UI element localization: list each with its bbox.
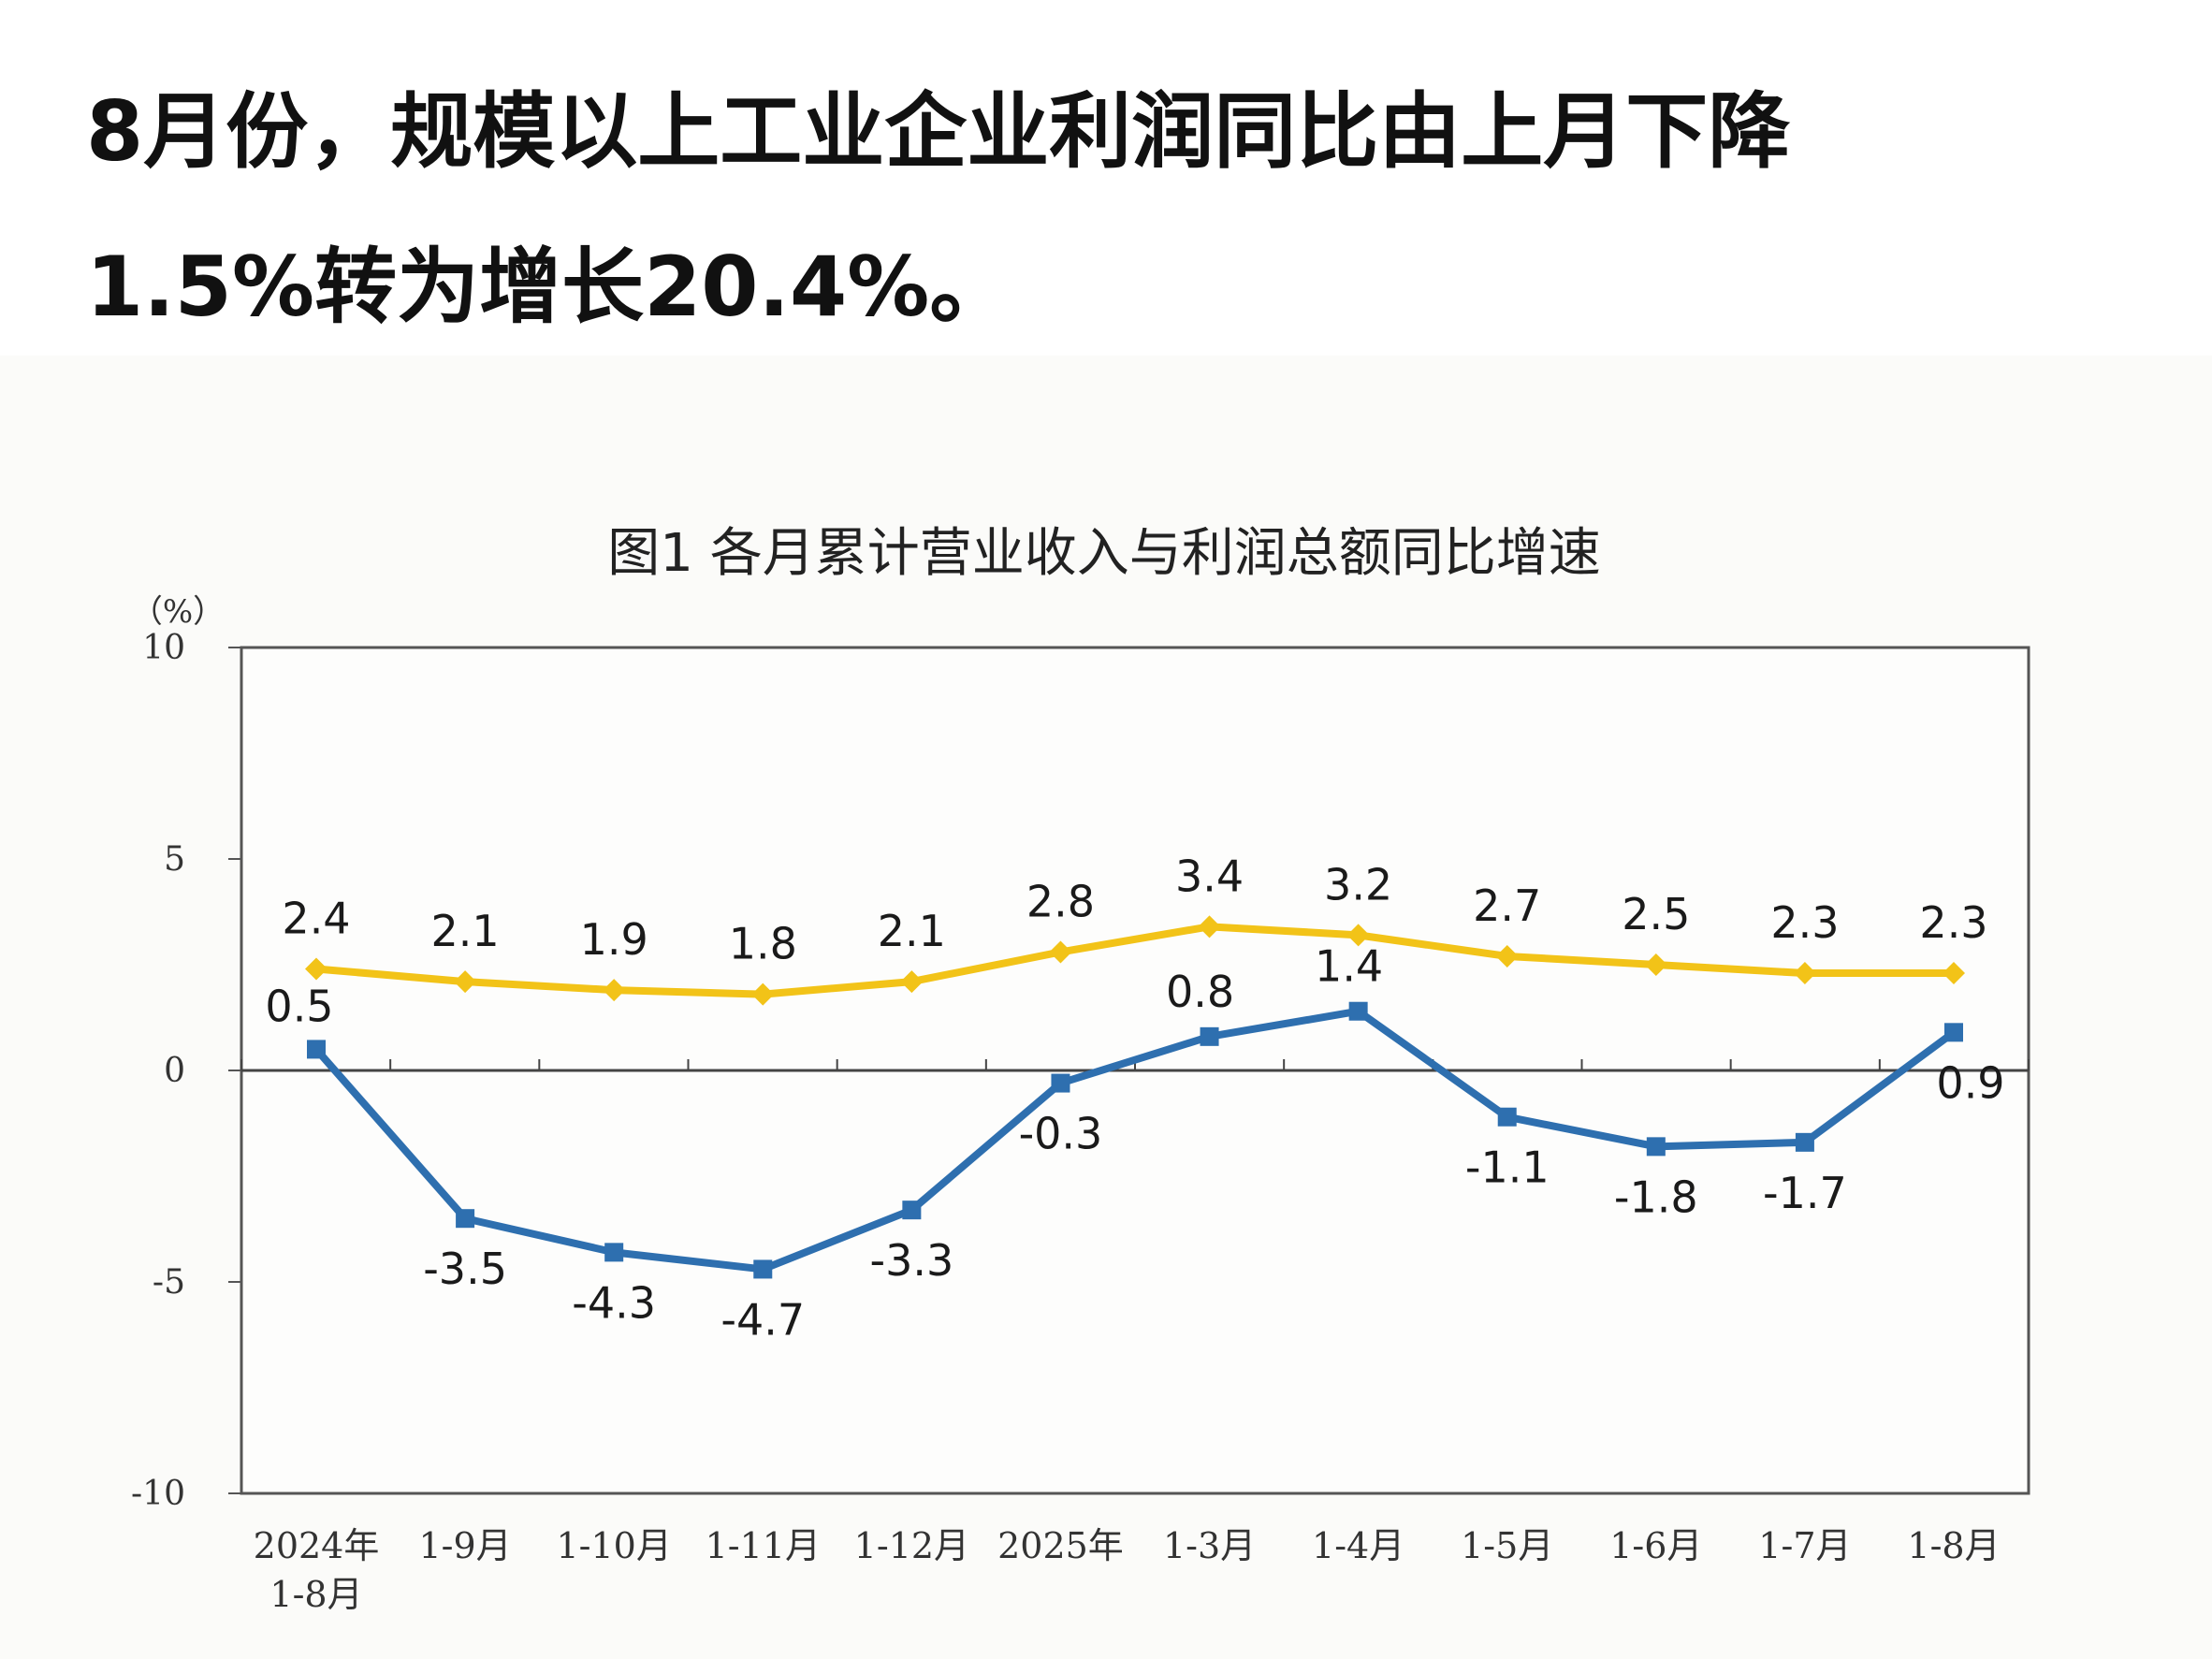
revenue-data-label: 3.2 [1324,859,1392,910]
headline-line-2: 1.5%转为增长20.4%。 [86,239,1012,335]
revenue-data-label: 2.8 [1026,876,1095,926]
revenue-data-label: 3.4 [1175,851,1244,901]
profit-data-label: 1.4 [1315,941,1383,992]
revenue-data-label: 1.9 [580,914,648,965]
x-tick-label: 1-4月 [1312,1525,1404,1566]
profit-data-label: -1.8 [1614,1171,1698,1222]
revenue-data-label: 2.3 [1919,897,1987,948]
y-tick-label: 5 [164,840,185,879]
headline-line-1: 8月份，规模以上工业企业利润同比由上月下降 [86,83,1791,180]
revenue-point [603,979,626,1002]
profit-data-label: -1.1 [1465,1142,1550,1193]
profit-data-label: -4.3 [572,1277,656,1328]
revenue-point [1793,962,1816,985]
x-tick-label: 1-9月 [418,1525,511,1566]
x-tick-label: 1-11月 [706,1525,821,1566]
revenue-point [900,970,924,994]
profit-growth-line [313,1007,1957,1273]
profit-point [1200,1026,1219,1046]
y-tick-label: -5 [153,1263,185,1302]
y-tick-label: -10 [131,1475,185,1513]
profit-point [1497,1107,1517,1127]
series-layer: 2.4 2.1 1.9 1.8 2.1 2.8 3.4 3.2 2.7 2.5 2.3 2.3 0.5 -… [265,851,2004,1345]
revenue-growth-line [315,923,1954,998]
x-tick-label: 1-8月 [1907,1525,2000,1566]
profit-data-label: 0.8 [1166,967,1234,1017]
profit-data-label: -0.3 [1019,1109,1103,1159]
profit-data-label: -3.5 [423,1244,507,1294]
profit-point [1646,1137,1666,1157]
profit-point [1795,1132,1814,1152]
y-tick-label: 10 [142,629,185,667]
profit-point [1051,1073,1070,1093]
profit-point [307,1040,326,1059]
revenue-point [751,982,775,1006]
y-tick-label: 0 [164,1052,185,1090]
x-tick-label: 1-7月 [1758,1525,1851,1566]
profit-point [604,1243,624,1262]
profit-data-label: 0.9 [1936,1057,2004,1108]
revenue-data-label: 2.7 [1473,880,1541,931]
revenue-data-label: 2.5 [1622,889,1690,939]
profit-point [456,1209,475,1229]
profit-point [1348,1001,1368,1021]
y-axis-unit: （%） [131,593,225,631]
revenue-point [1049,940,1072,964]
profit-point [902,1201,922,1220]
x-tick-label: 2024年 1-8月 [254,1525,380,1615]
revenue-point [1346,924,1370,947]
revenue-point [1198,915,1221,939]
chart-title: 图1 各月累计营业收入与利润总额同比增速 [607,523,1600,584]
profit-data-label: -4.7 [720,1294,805,1345]
x-tick-label: 1-6月 [1609,1525,1702,1566]
x-tick-label: 1-12月 [854,1525,969,1566]
x-tick-label: 1-5月 [1461,1525,1553,1566]
x-axis: 2024年 1-8月 1-9月 1-10月 1-11月 1-12月 2025年 1-3月 1-4… [240,1059,2030,1615]
profit-point [753,1259,773,1279]
revenue-data-label: 2.3 [1770,897,1839,948]
revenue-point [454,970,477,994]
revenue-data-label: 2.1 [878,906,946,956]
x-tick-label: 1-3月 [1163,1525,1256,1566]
profit-data-label: 0.5 [265,981,333,1031]
revenue-data-label: 2.4 [282,894,350,944]
revenue-point [1943,962,1965,985]
x-tick-label: 1-10月 [556,1525,671,1566]
revenue-data-label: 2.1 [431,906,500,956]
revenue-point [1495,944,1519,968]
revenue-point [305,957,327,981]
x-tick-label: 2025年 [997,1525,1124,1566]
profit-point [1944,1023,1963,1042]
profit-data-label: -3.3 [869,1235,953,1286]
profit-data-label: -1.7 [1763,1168,1847,1218]
revenue-point [1644,953,1667,976]
revenue-data-label: 1.8 [729,919,797,969]
headline: 8月份，规模以上工业企业利润同比由上月下降 1.5%转为增长20.4%。 [86,54,2163,365]
